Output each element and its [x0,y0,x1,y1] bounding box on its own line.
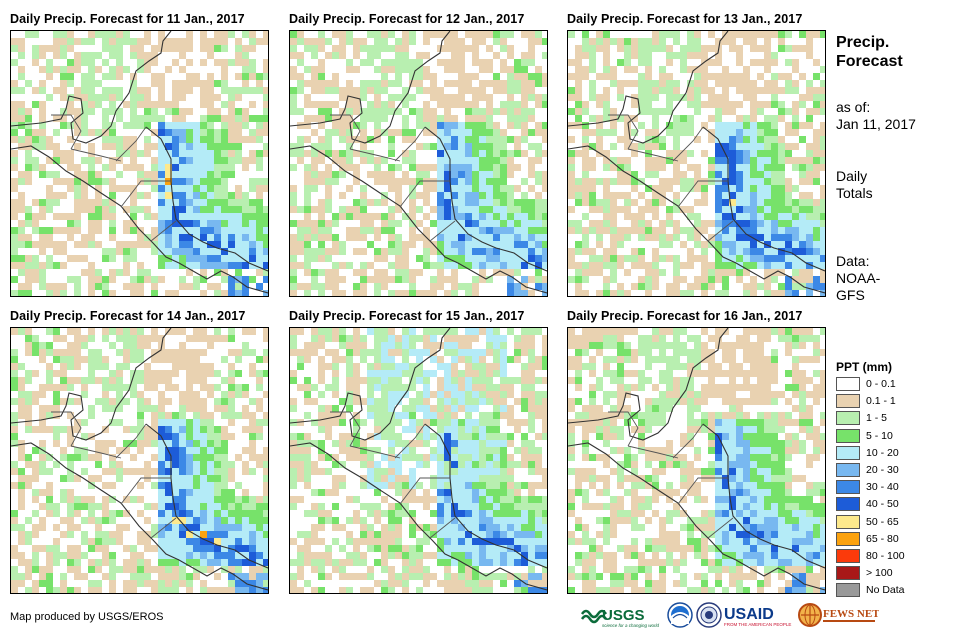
panel-title-jan16: Daily Precip. Forecast for 16 Jan., 2017 [567,309,803,323]
map-jan14 [10,327,269,594]
country-borders [330,411,456,539]
panel-title-jan11: Daily Precip. Forecast for 11 Jan., 2017 [10,12,245,26]
sidebar-daily-line1: Daily [836,168,868,184]
legend-label: 30 - 40 [866,481,899,494]
sidebar-asof-date: Jan 11, 2017 [836,116,916,132]
precip-field [290,31,547,296]
legend-swatch [836,531,860,546]
legend-label: 80 - 100 [866,550,905,562]
legend-swatch [836,394,860,409]
usaid-logo: USAID FROM THE AMERICAN PEOPLE [724,606,791,627]
sidebar-data-line1: Data: [836,253,870,269]
coastline [145,126,268,272]
map-jan13 [567,30,826,297]
legend-swatch [836,497,860,512]
map-credit: Map produced by USGS/EROS [10,611,164,623]
legend-label: No Data [866,584,905,597]
legend-swatch [836,428,860,443]
coastline [290,31,547,294]
legend-label: 0 - 0.1 [866,378,896,390]
country-borders [51,411,177,539]
sidebar-data-line3: GFS [836,287,865,303]
legend-swatch [836,549,860,563]
panel-title-jan12: Daily Precip. Forecast for 12 Jan., 2017 [289,12,525,26]
coastline [568,328,825,591]
panel-title-jan13: Daily Precip. Forecast for 13 Jan., 2017 [567,12,803,26]
fewsnet-wordmark: FEWS NET [823,608,879,620]
legend-swatch [836,463,860,477]
legend-swatch [836,583,860,598]
coastline [11,31,268,294]
usgs-tagline: science for a changing world [602,623,660,628]
map-jan16 [567,327,826,594]
usaid-tagline: FROM THE AMERICAN PEOPLE [724,622,791,627]
coastline [290,328,547,591]
sidebar-data-line2: NOAA- [836,270,881,286]
noaa-logo [667,602,693,628]
legend-swatch [836,514,860,529]
usgs-wordmark: USGS [602,607,645,624]
legend-label: 65 - 80 [866,532,899,545]
country-borders [608,411,734,539]
fews-globe-logo [798,603,822,627]
map-jan12 [289,30,548,297]
usaid-wordmark: USAID [724,606,774,623]
legend-title: PPT (mm) [836,360,893,374]
panel-title-jan15: Daily Precip. Forecast for 15 Jan., 2017 [289,309,525,323]
country-borders [51,114,177,242]
legend-swatch [836,411,860,426]
legend-swatch [836,377,860,391]
precip-field [568,31,825,296]
coastline [424,126,547,272]
map-jan11 [10,30,269,297]
fewsnet-logo: FEWS NET [823,608,879,622]
coastline [568,31,825,294]
legend-label: 5 - 10 [866,429,893,442]
sidebar-daily-line2: Totals [836,185,873,201]
precip-field [11,31,268,296]
sidebar-asof-label: as of: [836,99,871,115]
coastline [145,423,268,569]
legend-label: > 100 [866,567,893,580]
precip-field [568,328,825,593]
map-jan15 [289,327,548,594]
legend-swatch [836,566,860,581]
panel-title-jan14: Daily Precip. Forecast for 14 Jan., 2017 [10,309,246,323]
country-borders [330,114,456,242]
coastline [11,328,268,591]
legend-label: 40 - 50 [866,498,899,511]
precip-field [11,328,268,593]
coastline [702,126,825,272]
sidebar-heading-line2: Forecast [836,53,903,70]
legend-label: 0.1 - 1 [866,395,896,408]
seal-logo [696,602,722,628]
legend-label: 1 - 5 [866,412,888,425]
legend-label: 20 - 30 [866,464,899,476]
legend-swatch [836,480,860,495]
legend-swatch [836,445,860,460]
coastline [424,423,547,569]
country-borders [608,114,734,242]
sidebar-heading-line1: Precip. [836,34,890,51]
usgs-logo: USGS science for a changing world [580,607,660,628]
precip-field [290,328,547,593]
legend-label: 10 - 20 [866,446,899,459]
legend-label: 50 - 65 [866,515,899,528]
coastline [702,423,825,569]
